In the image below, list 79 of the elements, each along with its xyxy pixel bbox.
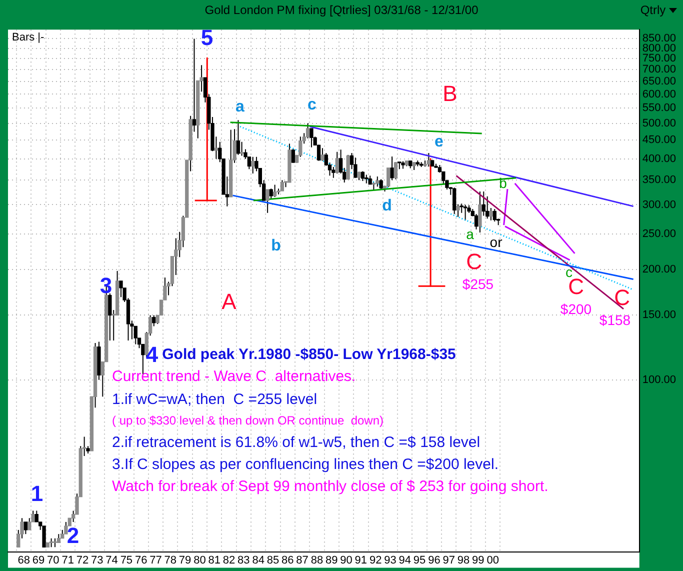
annotation: e	[434, 133, 444, 150]
annotation: Current trend - Wave C alternatives.	[112, 368, 356, 386]
annotation: 2.if retracement is 61.8% of w1-w5, then C =$ 158 level	[112, 434, 480, 452]
x-tick-label: 77	[150, 554, 162, 566]
annotation: $200	[560, 300, 592, 317]
x-tick-label: 73	[91, 554, 104, 566]
annotation: 1	[30, 481, 44, 506]
x-tick-label: 89	[325, 554, 338, 566]
y-tick-label: 300.00	[642, 198, 676, 211]
x-tick-label: 72	[76, 554, 89, 566]
y-tick-label: 600.00	[642, 88, 676, 100]
x-tick-label: 82	[222, 554, 236, 566]
x-tick-label: 87	[296, 554, 308, 566]
x-tick-label: 75	[120, 554, 133, 566]
y-tick-label: 250.00	[642, 228, 676, 240]
x-tick-label: 86	[282, 554, 294, 566]
y-tick-label: 650.00	[642, 76, 676, 88]
annotation: 2	[66, 523, 80, 548]
annotation: Gold peak Yr.1980 -$850- Low Yr1968-$35	[162, 346, 456, 364]
y-tick-label: 450.00	[642, 134, 676, 146]
x-tick-label: 84	[252, 554, 264, 566]
x-tick-label: 90	[340, 554, 352, 566]
y-tick-label: 750.00	[642, 52, 676, 65]
annotation: d	[382, 197, 392, 214]
annotation: 5	[200, 25, 214, 50]
annotation: B	[442, 81, 458, 106]
annotation: $255	[462, 276, 494, 292]
x-tick-label: 68	[18, 554, 30, 566]
annotation: 3.If C slopes as per confluencing lines then C =$200 level.	[112, 456, 498, 474]
y-tick-label: 550.00	[642, 102, 676, 114]
annotation: 1.if wC=wA; then C =255 level	[112, 391, 318, 408]
x-tick-label: 71	[62, 554, 74, 566]
x-tick-label: 74	[106, 554, 118, 566]
y-tick-label: 850.00	[642, 32, 676, 45]
x-tick-label: 99	[472, 554, 484, 566]
annotation: c	[308, 96, 317, 114]
annotation: a	[466, 226, 474, 242]
x-tick-label: 97	[442, 554, 455, 566]
x-tick-label: 81	[208, 554, 221, 566]
x-tick-label: 83	[238, 554, 250, 566]
annotation: C	[466, 249, 482, 274]
x-tick-label: 93	[384, 554, 396, 566]
x-tick-label: 88	[310, 554, 324, 566]
y-tick-label: 100.00	[642, 374, 676, 386]
annotation: ( up to $330 level & then down OR continue down)	[112, 413, 384, 428]
x-tick-label: 95	[413, 554, 426, 566]
annotation: Bars |-	[12, 32, 45, 44]
annotation: Watch for break of Sept 99 monthly close of $ 253 for going short.	[112, 478, 548, 496]
y-tick-label: 800.00	[642, 42, 676, 54]
x-tick-label: 69	[32, 554, 45, 566]
y-tick-label: 500.00	[642, 117, 676, 130]
annotation: A	[222, 289, 237, 314]
annotation: 4	[146, 342, 159, 368]
annotation: b	[271, 237, 282, 254]
y-tick-label: 200.00	[642, 263, 676, 276]
text: Qtrly	[640, 3, 666, 17]
y-tick-label: 400.00	[642, 152, 676, 165]
annotation: 3	[100, 273, 112, 298]
x-tick-label: 79	[178, 554, 192, 566]
x-tick-label: 70	[47, 554, 60, 566]
y-tick-label: 350.00	[642, 174, 676, 186]
annotation: a	[236, 98, 245, 116]
annotation: C	[614, 285, 630, 310]
x-tick-label: 94	[398, 554, 412, 566]
annotation: $158	[599, 312, 631, 328]
x-tick-label: 78	[164, 554, 177, 566]
annotation: or	[490, 234, 503, 250]
x-tick-label: 76	[135, 554, 148, 566]
x-tick-label: 91	[354, 554, 368, 566]
y-tick-label: 700.00	[642, 64, 676, 76]
chart-title: Gold London PM fixing [Qtrlies] 03/31/68 - 12/31/00	[204, 3, 478, 17]
x-tick-label: 92	[369, 554, 382, 566]
annotation: c	[566, 264, 572, 280]
x-tick-label: 96	[428, 554, 440, 566]
y-tick-label: 150.00	[642, 309, 676, 322]
x-tick-label: 80	[194, 554, 206, 566]
x-tick-label: 98	[457, 554, 470, 566]
x-tick-label: 85	[266, 554, 280, 566]
x-tick-label: 00	[486, 554, 499, 566]
